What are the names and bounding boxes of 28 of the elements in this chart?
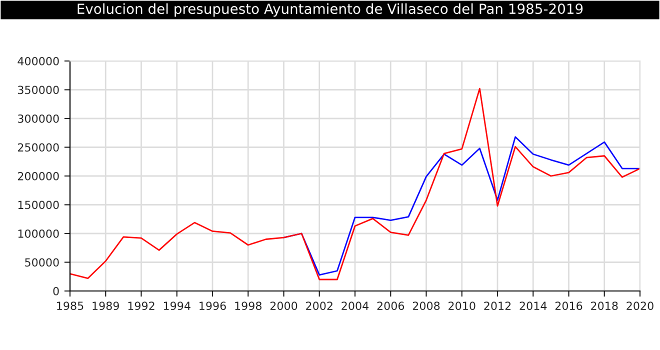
x-tick-label: 1994 bbox=[164, 302, 190, 310]
x-tick-label: 2000 bbox=[270, 302, 298, 310]
x-tick-label: 2002 bbox=[306, 302, 332, 310]
x-tick-label: 2008 bbox=[412, 302, 440, 310]
y-tick-label: 350000 bbox=[18, 86, 59, 94]
x-tick-label: 2004 bbox=[342, 302, 369, 310]
x-tick-label: 2016 bbox=[555, 302, 582, 310]
x-tick-label: 1985 bbox=[57, 302, 84, 310]
y-tick-label: 200000 bbox=[18, 172, 59, 180]
x-tick-label: 2018 bbox=[591, 302, 618, 310]
y-tick-label: 0 bbox=[53, 286, 59, 296]
y-tick-label: 300000 bbox=[18, 114, 59, 123]
x-tick-label: 2006 bbox=[377, 302, 404, 310]
line-series bbox=[70, 88, 640, 280]
x-tick-label: 2010 bbox=[448, 302, 476, 310]
x-tick-label: 1989 bbox=[92, 302, 119, 310]
y-tick-label: 100000 bbox=[18, 229, 59, 238]
x-tick-label: 2014 bbox=[520, 302, 547, 310]
y-tick-label: 250000 bbox=[18, 143, 59, 152]
x-tick-label: 2020 bbox=[626, 302, 654, 310]
y-tick-label: 50000 bbox=[25, 258, 59, 267]
y-tick-label: 400000 bbox=[18, 56, 59, 66]
y-tick-label: 150000 bbox=[18, 200, 59, 210]
x-tick-label: 1992 bbox=[128, 302, 154, 310]
chart-title: Evolucion del presupuesto Ayuntamiento de Villaseco del Pan 1985-2019 bbox=[78, 3, 583, 17]
x-tick-label: 1996 bbox=[200, 302, 226, 310]
x-tick-label: 1998 bbox=[235, 302, 262, 310]
x-tick-label: 2012 bbox=[484, 302, 511, 310]
